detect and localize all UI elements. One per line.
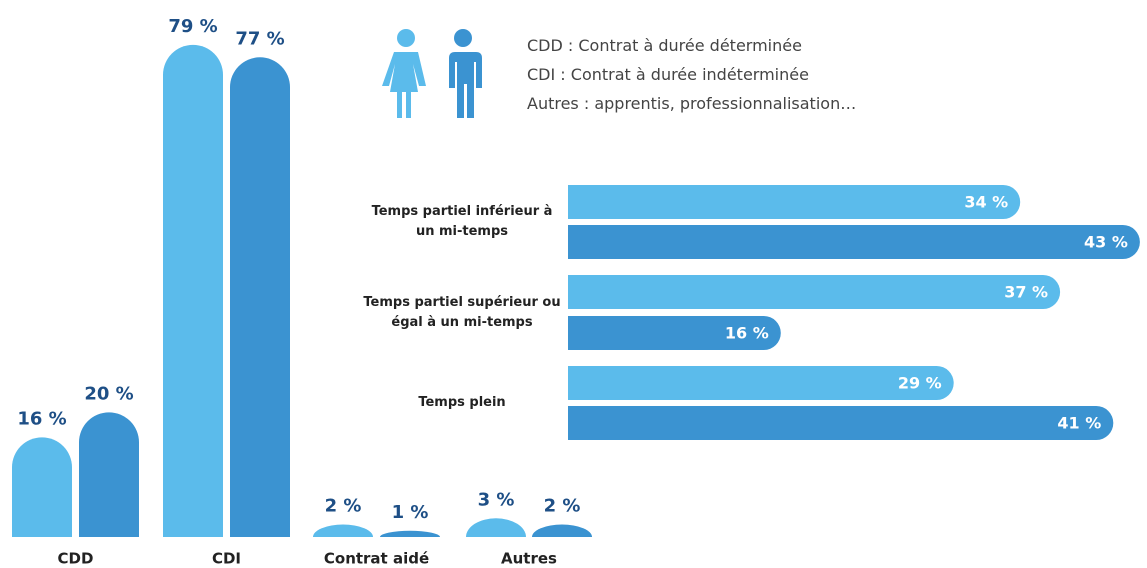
bar — [568, 406, 1114, 440]
category-label: Autres — [501, 550, 557, 568]
bar — [12, 437, 72, 537]
category-label: Temps plein — [418, 395, 506, 410]
value-label: 2 % — [325, 496, 362, 517]
value-label: 79 % — [168, 16, 217, 37]
bar — [568, 366, 954, 400]
legend-note: CDD : Contrat à durée déterminée — [527, 36, 802, 55]
man-icon — [449, 29, 482, 118]
bar — [79, 412, 139, 537]
value-label: 1 % — [392, 502, 429, 523]
value-label: 3 % — [478, 489, 515, 510]
value-label: 20 % — [84, 383, 133, 404]
bar — [568, 316, 781, 350]
bar — [163, 44, 223, 537]
value-label: 77 % — [235, 28, 284, 49]
legend-note: CDI : Contrat à durée indéterminée — [527, 65, 809, 84]
legend-note: Autres : apprentis, professionnalisation… — [527, 94, 857, 113]
bar — [466, 518, 526, 537]
bar — [568, 225, 1140, 259]
bar — [568, 275, 1061, 309]
category-label: CDI — [212, 550, 241, 568]
category-label: Contrat aidé — [324, 550, 429, 568]
value-label: 37 % — [1004, 283, 1048, 302]
value-label: 16 % — [17, 408, 66, 429]
value-label: 16 % — [725, 324, 769, 343]
value-label: 2 % — [544, 496, 581, 517]
category-label: CDD — [58, 550, 94, 568]
woman-icon — [382, 29, 426, 118]
bar — [532, 524, 592, 537]
value-label: 43 % — [1084, 233, 1128, 252]
bar — [568, 185, 1021, 219]
value-label: 41 % — [1057, 414, 1101, 433]
bar — [230, 57, 290, 537]
value-label: 29 % — [898, 374, 942, 393]
category-label: Temps partiel supérieur ou égal à un mi-… — [363, 294, 561, 330]
bar — [313, 524, 373, 537]
bar — [380, 530, 440, 537]
category-label: Temps partiel inférieur à un mi-temps — [371, 204, 553, 239]
value-label: 34 % — [964, 193, 1008, 212]
